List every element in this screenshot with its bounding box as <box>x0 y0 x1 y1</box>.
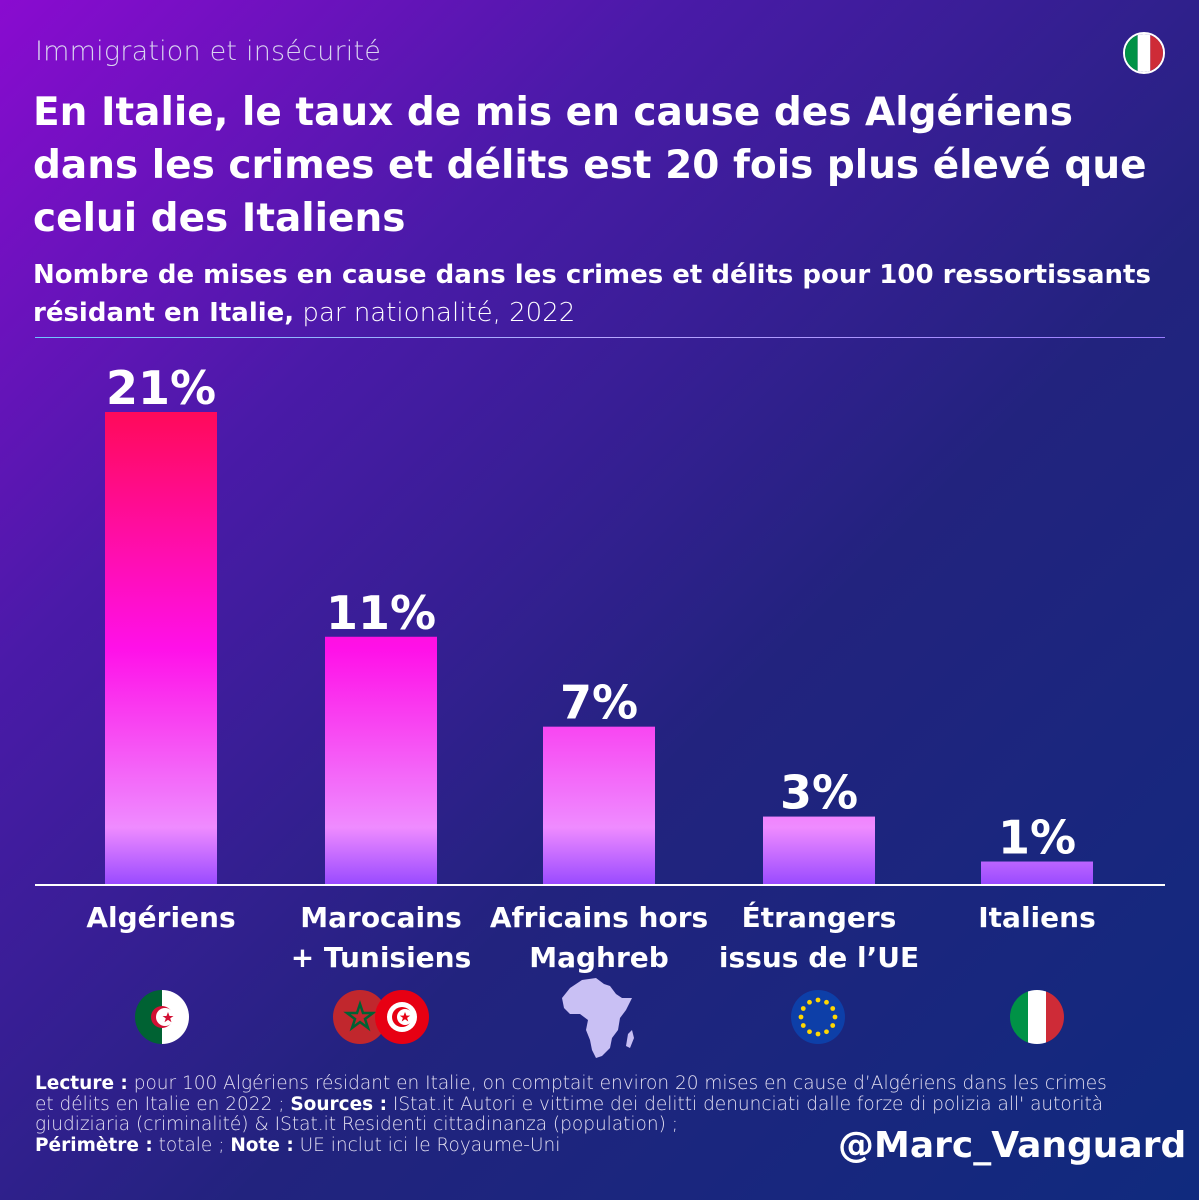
chart-subtitle: Nombre de mises en cause dans les crimes… <box>33 256 1163 332</box>
category-label-line: + Tunisiens <box>290 941 472 974</box>
eu-star-icon <box>830 1006 836 1011</box>
x-axis-line <box>35 884 1165 886</box>
bar-1 <box>105 412 217 884</box>
category-label-line: Étrangers <box>741 901 897 934</box>
bar-5 <box>981 861 1093 884</box>
category-label-1: Algériens <box>51 898 271 938</box>
sources-label: Sources : <box>290 1093 388 1115</box>
eu-star-icon <box>832 1014 838 1020</box>
category-label-line: Marocains <box>300 901 462 934</box>
category-label-line: Italiens <box>978 901 1096 934</box>
eu-star-icon <box>815 1031 821 1037</box>
bar-3 <box>543 726 655 884</box>
subtitle-bold: Nombre de mises en cause dans les crimes… <box>33 260 1151 328</box>
algeria-flag-icon <box>135 990 189 1048</box>
note-text: UE inclut ici le Royaume-Uni <box>293 1134 561 1156</box>
footer-notes: Lecture : pour 100 Algériens résidant en… <box>35 1073 1125 1156</box>
bar-4 <box>763 816 875 884</box>
category-label-5: Italiens <box>927 898 1147 938</box>
eu-star-icon <box>807 999 812 1005</box>
subtitle-rest: par nationalité, 2022 <box>294 298 576 328</box>
lecture-text: pour 100 Algériens résidant en Italie, o… <box>35 1073 1107 1115</box>
eu-star-icon <box>800 1023 806 1028</box>
sources-text: IStat.it Autori e vittime dei delitti de… <box>35 1093 1104 1135</box>
eu-star-icon <box>824 1029 829 1035</box>
page-title: En Italie, le taux de mis en cause des A… <box>33 90 1147 241</box>
category-label-line: Algériens <box>86 901 236 934</box>
eu-star-icon <box>798 1014 804 1020</box>
eu-star-icon <box>815 997 821 1003</box>
category-label-4: Étrangers issus de l’UE <box>709 898 929 978</box>
eu-star-icon <box>807 1029 812 1035</box>
bar-2 <box>325 636 437 884</box>
kicker-topic: Immigration et insécurité <box>35 36 382 67</box>
morocco-tunisia-flags-icon <box>333 990 429 1048</box>
africa-map-icon <box>560 978 640 1064</box>
value-label-3: 7% <box>560 676 638 730</box>
divider <box>35 337 1165 338</box>
value-label-2: 11% <box>326 586 436 640</box>
value-label-4: 3% <box>780 766 858 820</box>
category-label-line: Africains hors <box>489 901 709 934</box>
category-label-line: Maghreb <box>529 941 669 974</box>
eu-star-icon <box>824 999 829 1005</box>
eu-star-icon <box>800 1006 806 1011</box>
perimetre-label: Périmètre : <box>35 1134 153 1156</box>
perimetre-text: totale ; <box>152 1134 231 1156</box>
category-label-2: Marocains + Tunisiens <box>271 898 491 978</box>
category-label-3: Africains hors Maghreb <box>489 898 709 978</box>
lecture-label: Lecture : <box>35 1073 128 1094</box>
category-label-line: issus de l’UE <box>718 941 920 974</box>
value-label-5: 1% <box>998 811 1076 865</box>
eu-flag-icon <box>791 990 845 1048</box>
italy-flag-icon <box>1123 32 1165 74</box>
author-handle: @Marc_Vanguard <box>838 1125 1187 1166</box>
italy-flag-icon <box>1010 990 1064 1048</box>
note-label: Note : <box>230 1134 294 1156</box>
eu-star-icon <box>830 1023 836 1028</box>
value-label-1: 21% <box>106 361 216 415</box>
